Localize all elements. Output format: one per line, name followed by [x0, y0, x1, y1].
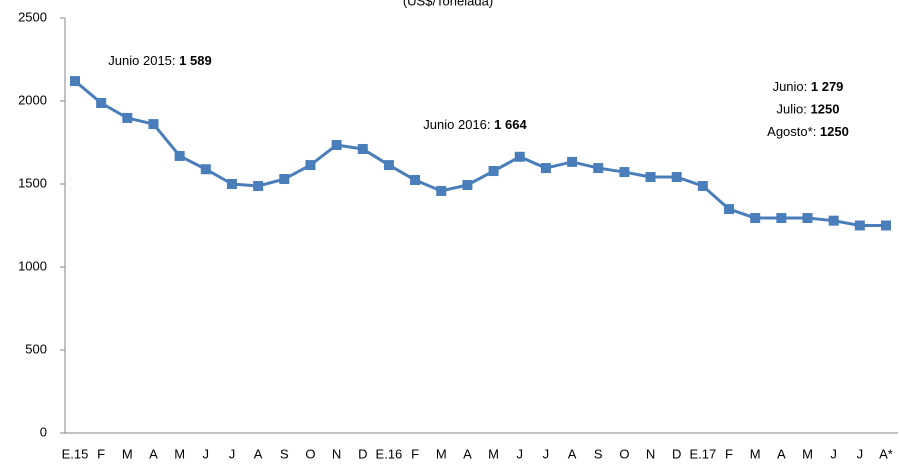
x-tick-label: A — [568, 446, 577, 461]
data-point — [436, 185, 447, 196]
x-tick-label: N — [646, 446, 655, 461]
y-tick-label: 500 — [25, 341, 47, 356]
annotation: Agosto*: 1250 — [767, 124, 849, 139]
x-tick-label: M — [174, 446, 185, 461]
data-point — [226, 179, 237, 189]
data-point — [540, 163, 551, 174]
x-tick-label: D — [358, 446, 367, 461]
x-tick-label: F — [411, 446, 419, 461]
x-tick-label: A — [254, 446, 263, 461]
annotation-value: 1 279 — [811, 79, 844, 94]
data-point — [279, 174, 290, 185]
x-tick-label: S — [594, 446, 603, 461]
chart-subtitle: (US$/Tonelada) — [403, 0, 493, 8]
annotation-value: 1250 — [811, 102, 840, 117]
x-tick-label: J — [543, 446, 550, 461]
data-point — [253, 180, 264, 191]
data-point — [331, 139, 342, 150]
annotation: Julio: 1250 — [777, 102, 840, 117]
data-point — [776, 213, 787, 224]
y-tick-label: 1000 — [18, 258, 47, 273]
y-tick-label: 0 — [40, 424, 47, 439]
annotation-value: 1 589 — [179, 53, 212, 68]
x-tick-label: J — [203, 446, 210, 461]
annotation-label: Agosto*: — [767, 124, 820, 139]
x-tick-label: A — [777, 446, 786, 461]
x-tick-label: F — [725, 446, 733, 461]
x-tick-label: M — [750, 446, 761, 461]
y-tick-label: 2000 — [18, 92, 47, 107]
data-point — [462, 179, 473, 190]
annotation-label: Junio: — [773, 79, 811, 94]
annotation-label: Junio 2015: — [108, 53, 179, 68]
x-tick-label: J — [516, 446, 523, 461]
x-tick-label: A* — [879, 446, 893, 461]
x-tick-label: O — [619, 446, 629, 461]
x-tick-label: F — [97, 446, 105, 461]
x-tick-label: S — [280, 446, 289, 461]
y-tick-label: 1500 — [18, 175, 47, 190]
data-point — [148, 119, 159, 130]
annotation-label: Julio: — [777, 102, 811, 117]
data-point — [671, 172, 682, 183]
x-tick-label: O — [305, 446, 315, 461]
x-tick-label: D — [672, 446, 681, 461]
x-tick-label: E.17 — [689, 446, 716, 461]
data-point — [122, 112, 133, 123]
data-point — [802, 213, 813, 224]
data-point — [750, 213, 761, 224]
data-point — [619, 167, 630, 178]
data-point — [854, 220, 865, 231]
x-tick-label: J — [857, 446, 864, 461]
data-point — [514, 151, 525, 162]
annotation: Junio: 1 279 — [773, 79, 844, 94]
data-point — [697, 180, 708, 191]
data-point — [593, 163, 604, 174]
data-point — [305, 160, 316, 171]
data-point — [567, 156, 578, 167]
x-tick-label: A — [463, 446, 472, 461]
data-point — [357, 143, 368, 154]
x-tick-label: J — [229, 446, 236, 461]
x-tick-label: J — [830, 446, 837, 461]
data-line — [74, 79, 886, 227]
annotation-value: 1250 — [820, 124, 849, 139]
x-tick-label: N — [332, 446, 341, 461]
data-point — [724, 204, 735, 215]
x-tick-label: M — [802, 446, 813, 461]
x-tick-label: E.15 — [62, 446, 89, 461]
data-point — [174, 150, 185, 161]
annotation-label: Junio 2016: — [423, 117, 494, 132]
data-point — [828, 215, 839, 226]
x-tick-label: A — [149, 446, 158, 461]
data-point — [410, 175, 421, 186]
annotation: Junio 2016: 1 664 — [423, 117, 527, 132]
x-tick-label: E.16 — [376, 446, 403, 461]
data-point — [200, 164, 211, 175]
data-point — [488, 166, 499, 177]
x-tick-label: M — [122, 446, 133, 461]
data-point — [70, 76, 80, 87]
y-tick-label: 2500 — [18, 9, 47, 24]
data-point — [383, 160, 394, 171]
data-point — [96, 97, 107, 108]
annotation: Junio 2015: 1 589 — [108, 53, 211, 68]
data-point — [645, 172, 656, 183]
x-tick-label: M — [488, 446, 499, 461]
data-point — [881, 220, 891, 231]
annotation-value: 1 664 — [494, 117, 527, 132]
x-tick-label: M — [436, 446, 447, 461]
